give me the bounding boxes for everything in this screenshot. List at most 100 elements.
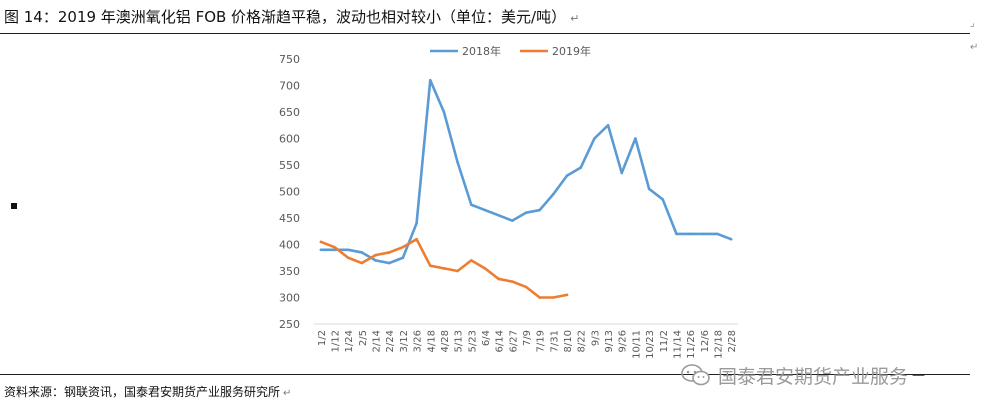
x-tick-label: 2/14 xyxy=(372,330,383,352)
top-rule xyxy=(0,33,970,34)
x-tick-label: 7/9 xyxy=(522,330,533,346)
bullet-marker xyxy=(11,203,17,209)
series-1-point xyxy=(442,110,446,114)
chart-legend: 2018年 2019年 xyxy=(430,44,591,58)
series-1-point xyxy=(729,237,733,241)
x-tick-label: 8/22 xyxy=(577,330,588,352)
figure-title-row: 图 14：2019 年澳洲氧化铝 FOB 价格渐趋平稳，波动也相对较小（单位：美… xyxy=(4,6,969,28)
series-line-1 xyxy=(320,78,732,265)
series-2-point xyxy=(552,296,555,299)
return-mark: ↵ xyxy=(570,12,580,25)
series-1-point xyxy=(401,256,405,260)
y-axis: 250 300 350 400 450 500 550 600 650 700 750 xyxy=(279,53,300,331)
x-tick-label: 11/14 xyxy=(672,330,683,359)
x-tick-label: 10/11 xyxy=(631,330,642,359)
series-2-point xyxy=(374,253,377,257)
series-1-point xyxy=(360,251,364,254)
paragraph-mark: ↵ xyxy=(970,42,979,53)
series-1-point xyxy=(469,203,473,207)
series-1-point xyxy=(688,232,692,236)
series-2-point xyxy=(497,277,500,281)
series-2-point xyxy=(428,264,432,267)
series-1-point xyxy=(346,248,350,252)
y-tick-label: 600 xyxy=(279,133,300,146)
series-1-point xyxy=(647,187,651,191)
legend-label-1: 2018年 xyxy=(462,44,501,58)
series-2-point xyxy=(442,267,446,270)
series-1-point xyxy=(538,208,541,212)
source-return-mark: ↵ xyxy=(283,388,292,399)
x-tick-label: 6/4 xyxy=(481,330,492,346)
y-tick-label: 700 xyxy=(279,80,300,93)
series-1-point xyxy=(511,219,514,222)
y-tick-label: 650 xyxy=(279,106,300,119)
x-tick-label: 8/10 xyxy=(563,330,574,352)
x-tick-label: 9/13 xyxy=(604,330,615,352)
brand-name: 国泰君安期货产业服务 xyxy=(718,365,909,388)
x-tick-label: 7/19 xyxy=(536,330,547,352)
x-tick-label: 12/18 xyxy=(713,330,724,359)
series-2-point xyxy=(456,269,459,273)
series-1-point xyxy=(483,208,487,212)
y-tick-label: 400 xyxy=(279,239,300,252)
corner-mark-top: ⌟ xyxy=(970,18,975,29)
series-1-point xyxy=(497,214,500,217)
series-2-point xyxy=(511,280,514,283)
series-1-point xyxy=(634,137,637,140)
x-tick-label: 1/2 xyxy=(317,330,328,346)
x-tick-label: 5/13 xyxy=(454,330,465,352)
y-tick-label: 250 xyxy=(279,318,300,331)
series-2-point xyxy=(333,245,336,249)
x-tick-label: 6/27 xyxy=(508,330,519,352)
series-2-point xyxy=(483,267,487,270)
x-axis: 1/2 1/12 1/24 2/5 2/14 2/24 3/12 3/26 4/18 4/28 5/… xyxy=(314,323,738,359)
series-1-point xyxy=(552,192,555,196)
series-1-point xyxy=(620,171,624,175)
series-2-point xyxy=(469,259,473,262)
x-tick-label: 3/12 xyxy=(399,330,410,352)
line-chart: 2018年 2019年 250 300 350 400 450 500 550 600 650 70… xyxy=(279,44,738,359)
series-2-point xyxy=(565,293,569,297)
series-1-point xyxy=(579,166,583,169)
x-tick-label: 9/26 xyxy=(618,330,629,352)
x-tick-label: 2/24 xyxy=(385,330,396,352)
y-tick-label: 550 xyxy=(279,159,300,172)
series-2-point xyxy=(401,245,405,249)
series-1-point xyxy=(675,232,678,236)
x-tick-label: 4/18 xyxy=(426,330,437,352)
series-1-point xyxy=(716,232,719,236)
x-tick-label: 9/3 xyxy=(590,330,601,346)
y-tick-label: 300 xyxy=(279,292,300,305)
series-2-point xyxy=(346,256,350,260)
y-tick-label: 350 xyxy=(279,265,300,278)
series-1-point xyxy=(565,174,569,177)
x-tick-label: 5/23 xyxy=(467,330,478,352)
x-tick-label: 2/28 xyxy=(727,330,738,352)
series-1-point xyxy=(428,78,432,82)
series-2-point xyxy=(524,285,528,289)
bottom-rule xyxy=(0,374,970,375)
x-tick-label: 11/26 xyxy=(686,330,697,359)
series-1-point xyxy=(661,198,665,201)
y-tick-label: 750 xyxy=(279,53,300,66)
x-tick-label: 3/26 xyxy=(413,330,424,352)
series-1-point xyxy=(374,259,377,262)
y-tick-label: 500 xyxy=(279,186,300,199)
source-text: 资料来源：钢联资讯，国泰君安期货产业服务研究所 xyxy=(4,385,281,399)
series-1-point xyxy=(415,222,418,225)
series-1-point xyxy=(524,211,528,214)
x-tick-label: 10/23 xyxy=(645,330,656,359)
series-2-point xyxy=(319,240,323,244)
wechat-icon xyxy=(681,364,710,386)
series-1-point xyxy=(456,161,459,164)
source-note: 资料来源：钢联资讯，国泰君安期货产业服务研究所 ↵ xyxy=(4,383,291,400)
x-tick-label: 12/6 xyxy=(700,330,711,352)
series-2-point xyxy=(538,296,541,299)
plot-area xyxy=(319,78,733,299)
brand-dash: — xyxy=(912,367,926,383)
series-1-point xyxy=(387,261,391,265)
series-1-point xyxy=(606,123,610,127)
series-2-point xyxy=(387,251,391,254)
y-tick-label: 450 xyxy=(279,212,300,225)
x-tick-label: 1/12 xyxy=(331,330,342,352)
